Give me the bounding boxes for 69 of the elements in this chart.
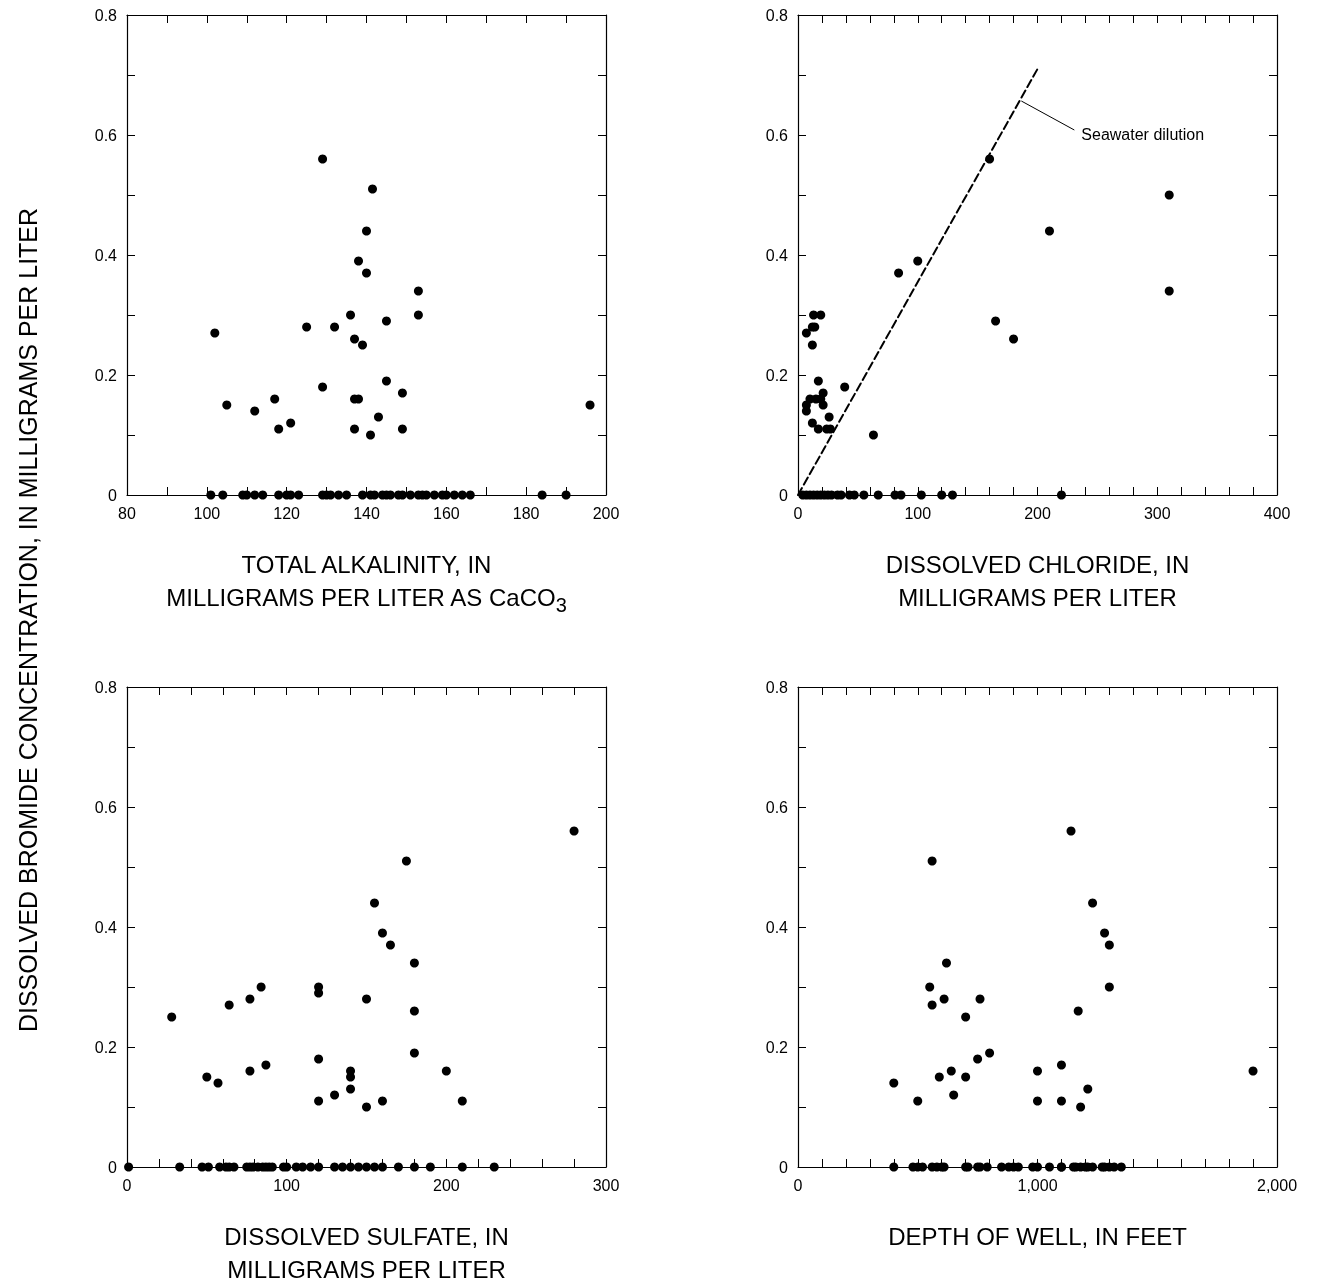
point — [873, 490, 883, 500]
point — [1164, 190, 1174, 200]
x-axis-title: DEPTH OF WELL, IN FEET — [887, 1222, 1188, 1252]
y-tick-label: 0 — [108, 1158, 118, 1176]
y-tick-label: 0.4 — [94, 246, 118, 264]
y-tick-label: 0 — [779, 1158, 789, 1176]
y-tick-label: 0.2 — [94, 1038, 118, 1056]
point — [1044, 226, 1054, 236]
point — [916, 490, 926, 500]
y-axis-title: DISSOLVED BROMIDE CONCENTRATION, IN MILLIGRAMS PER LITER — [13, 206, 43, 1035]
point — [818, 400, 828, 410]
point — [801, 328, 811, 338]
x-tick-label: 100 — [904, 504, 932, 522]
y-tick-label: 0.6 — [94, 798, 118, 816]
y-tick-label: 0.4 — [94, 918, 118, 936]
point — [807, 340, 817, 350]
x-tick-label: 0 — [122, 1176, 132, 1194]
point — [868, 430, 878, 440]
x-tick-label: 200 — [1024, 504, 1051, 522]
x-tick-label: 160 — [432, 504, 460, 522]
x-tick-label: 300 — [1143, 504, 1171, 522]
y-tick-label: 0.2 — [94, 366, 118, 384]
y-tick-label: 0.2 — [765, 366, 789, 384]
y-tick-label: 0.8 — [94, 6, 118, 24]
x-tick-label: 180 — [512, 504, 540, 522]
y-tick-label: 0 — [779, 486, 789, 504]
point — [824, 412, 834, 422]
y-tick-label: 0.6 — [94, 126, 118, 144]
x-tick-label: 100 — [193, 504, 221, 522]
x-tick-label: 100 — [273, 1176, 301, 1194]
point — [1164, 286, 1174, 296]
point — [813, 376, 823, 386]
point — [1056, 490, 1066, 500]
point — [947, 490, 957, 500]
point — [813, 424, 823, 434]
annotation: Seawater dilution — [1081, 125, 1205, 143]
y-tick-label: 0.4 — [765, 246, 789, 264]
point — [816, 310, 826, 320]
x-tick-label: 80 — [118, 504, 136, 522]
point — [1009, 334, 1019, 344]
x-axis-title: TOTAL ALKALINITY, IN MILLIGRAMS PER LITER AS CaCO$_{3}$ — [165, 550, 568, 618]
x-axis-title: DISSOLVED SULFATE, IN MILLIGRAMS PER LITER — [223, 1222, 510, 1282]
x-tick-label: 200 — [432, 1176, 460, 1194]
x-tick-label: 0 — [793, 504, 803, 522]
point — [937, 490, 947, 500]
y-tick-label: 0.6 — [765, 126, 789, 144]
y-tick-label: 0.8 — [94, 678, 118, 696]
y-tick-label: 0.2 — [765, 1038, 789, 1056]
y-tick-label: 0 — [108, 486, 118, 504]
x-tick-label: 300 — [592, 1176, 620, 1194]
point — [840, 382, 850, 392]
x-tick-label: 2,000 — [1256, 1176, 1298, 1194]
point — [807, 418, 817, 428]
x-tick-label: 200 — [592, 504, 620, 522]
point — [913, 256, 923, 266]
x-axis-title: DISSOLVED CHLORIDE, IN MILLIGRAMS PER LITER — [884, 550, 1191, 613]
point — [894, 268, 904, 278]
point — [818, 388, 828, 398]
point — [859, 490, 869, 500]
x-tick-label: 400 — [1263, 504, 1291, 522]
x-tick-label: 120 — [273, 504, 301, 522]
x-tick-label: 0 — [793, 1176, 803, 1194]
y-tick-label: 0.8 — [765, 6, 789, 24]
y-tick-label: 0.6 — [765, 798, 789, 816]
x-tick-label: 1,000 — [1017, 1176, 1058, 1194]
x-tick-label: 140 — [353, 504, 380, 522]
y-tick-label: 0.8 — [765, 678, 789, 696]
point — [991, 316, 1001, 326]
y-tick-label: 0.4 — [765, 918, 789, 936]
